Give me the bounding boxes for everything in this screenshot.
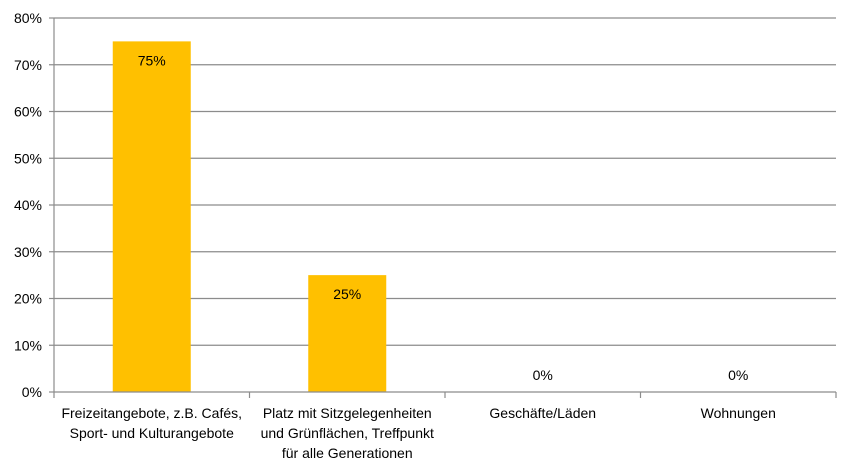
y-tick-label: 80% (14, 10, 42, 26)
x-category-label: Freizeitangebote, z.B. Cafés, Sport- und … (61, 405, 242, 441)
y-tick-label: 10% (14, 337, 42, 353)
y-tick-label: 50% (14, 150, 42, 166)
y-tick-labels: 0% 10% 20% 30% 40% 50% 60% 70% 80% (14, 10, 42, 400)
y-tick-label: 30% (14, 244, 42, 260)
bars (112, 41, 387, 392)
x-category-label: Geschäfte/Läden (489, 405, 596, 421)
y-tick-label: 60% (14, 104, 42, 120)
bar (308, 275, 387, 392)
data-label: 25% (333, 286, 361, 302)
data-label: 0% (728, 367, 748, 383)
y-tick-label: 40% (14, 197, 42, 213)
x-category-label: Platz mit Sitzgelegenheiten und Grünfläch… (261, 405, 434, 461)
x-category-label: Wohnungen (701, 405, 776, 421)
bar (112, 41, 191, 392)
y-tick-label: 0% (22, 384, 42, 400)
y-tick-label: 20% (14, 291, 42, 307)
data-label: 75% (138, 52, 166, 68)
data-labels: 75% 25% 0% 0% (138, 52, 749, 383)
y-tick-label: 70% (14, 57, 42, 73)
axes (49, 17, 837, 398)
data-label: 0% (533, 367, 553, 383)
x-category-labels: Freizeitangebote, z.B. Cafés, Sport- und … (61, 405, 775, 461)
